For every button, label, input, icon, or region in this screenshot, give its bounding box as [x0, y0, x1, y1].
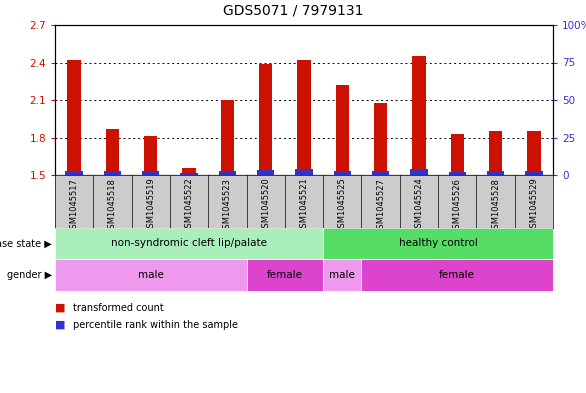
Text: female: female: [440, 270, 475, 280]
Text: male: male: [329, 270, 355, 280]
Bar: [448, 172, 466, 175]
Bar: [451, 134, 464, 175]
Bar: [527, 131, 540, 175]
Bar: [372, 171, 389, 175]
Bar: [257, 170, 274, 175]
Bar: [297, 60, 311, 175]
Text: GSM1045526: GSM1045526: [453, 178, 462, 233]
Bar: [180, 173, 198, 175]
Bar: [323, 228, 553, 259]
Bar: [362, 259, 553, 291]
Bar: [182, 167, 196, 175]
Text: ■: ■: [55, 320, 66, 330]
Text: transformed count: transformed count: [73, 303, 163, 313]
Bar: [333, 171, 351, 175]
Text: percentile rank within the sample: percentile rank within the sample: [73, 320, 237, 330]
Text: GSM1045528: GSM1045528: [491, 178, 500, 233]
Bar: [374, 103, 387, 175]
Bar: [144, 136, 158, 175]
Bar: [259, 64, 272, 175]
Text: GSM1045527: GSM1045527: [376, 178, 385, 233]
Text: healthy control: healthy control: [398, 239, 478, 248]
Text: GSM1045517: GSM1045517: [70, 178, 79, 233]
Text: GSM1045518: GSM1045518: [108, 178, 117, 233]
Bar: [487, 171, 505, 175]
Bar: [104, 171, 121, 175]
Text: female: female: [267, 270, 303, 280]
Text: disease state ▶: disease state ▶: [0, 239, 52, 248]
Bar: [336, 85, 349, 175]
Bar: [55, 228, 323, 259]
Text: GSM1045519: GSM1045519: [146, 178, 155, 233]
Text: GSM1045522: GSM1045522: [185, 178, 193, 233]
Text: GSM1045523: GSM1045523: [223, 178, 232, 233]
Bar: [105, 129, 119, 175]
Bar: [142, 171, 159, 175]
Text: gender ▶: gender ▶: [7, 270, 52, 280]
Text: male: male: [138, 270, 163, 280]
Text: non-syndromic cleft lip/palate: non-syndromic cleft lip/palate: [111, 239, 267, 248]
Bar: [66, 171, 83, 175]
Bar: [55, 259, 247, 291]
Text: ■: ■: [55, 303, 66, 313]
Bar: [295, 169, 313, 175]
Bar: [525, 171, 543, 175]
Text: GSM1045525: GSM1045525: [338, 178, 347, 233]
Bar: [221, 100, 234, 175]
Text: GSM1045529: GSM1045529: [529, 178, 539, 233]
Bar: [489, 131, 502, 175]
Bar: [247, 259, 323, 291]
Bar: [67, 60, 81, 175]
Text: GSM1045520: GSM1045520: [261, 178, 270, 233]
Bar: [219, 171, 236, 175]
Text: GDS5071 / 7979131: GDS5071 / 7979131: [223, 4, 363, 18]
Bar: [410, 169, 428, 175]
Bar: [412, 56, 425, 175]
Bar: [323, 259, 362, 291]
Text: GSM1045524: GSM1045524: [414, 178, 424, 233]
Text: GSM1045521: GSM1045521: [299, 178, 308, 233]
